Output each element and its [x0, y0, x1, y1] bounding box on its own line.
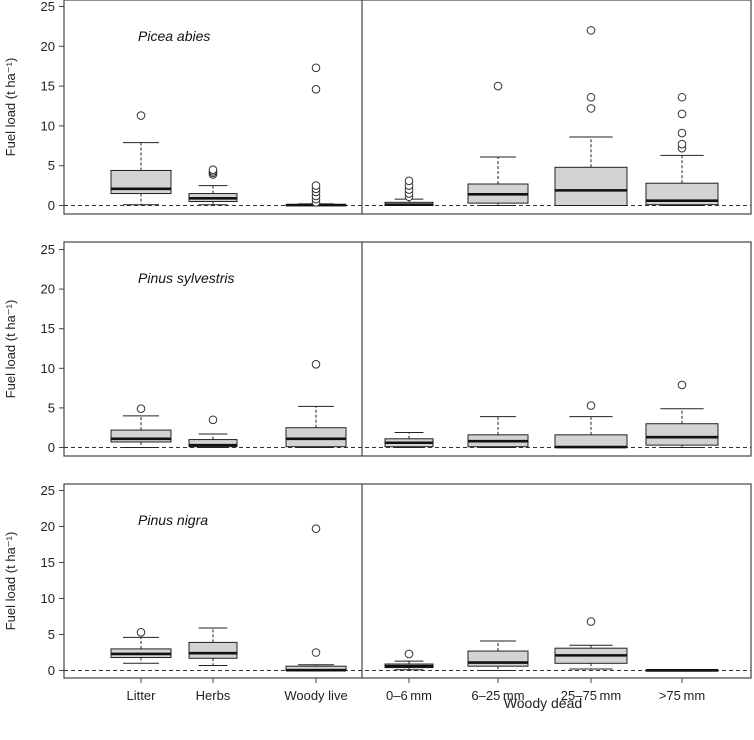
iqr-box: [188, 439, 238, 448]
box-2: [188, 415, 238, 448]
box-1: [110, 628, 172, 664]
box-5: [467, 416, 529, 448]
y-tick-label: 0: [48, 440, 55, 455]
y-tick-label: 15: [41, 321, 55, 336]
outlier-point: [493, 81, 503, 91]
outlier-point: [208, 165, 218, 174]
iqr-box: [188, 641, 238, 659]
x-tick-label: >75 mm: [659, 688, 705, 703]
box-1: [110, 111, 172, 206]
y-axis-label: Fuel load (t ha⁻¹): [3, 58, 18, 157]
box-5: [467, 81, 529, 206]
iqr-box: [554, 434, 628, 449]
y-tick-label: 5: [48, 400, 55, 415]
y-tick-label: 25: [41, 0, 55, 14]
y-tick-label: 25: [41, 242, 55, 257]
box-5: [467, 640, 529, 671]
outlier-point: [311, 181, 321, 190]
outlier-point: [136, 111, 146, 120]
x-group-label: Woody dead: [504, 695, 582, 711]
outlier-point: [136, 628, 146, 637]
panel-title: Pinus sylvestris: [138, 270, 234, 286]
iqr-box: [110, 429, 172, 443]
y-tick-label: 20: [41, 519, 55, 534]
panel-title: Picea abies: [138, 28, 210, 44]
box-6: [554, 26, 628, 207]
x-tick-label: 0–6 mm: [386, 688, 432, 703]
panel-frame: [63, 241, 752, 457]
y-tick-label: 0: [48, 663, 55, 678]
panel-title: Pinus nigra: [138, 512, 208, 528]
box-4: [384, 176, 434, 207]
outlier-point: [677, 109, 687, 119]
box-4: [384, 431, 434, 448]
box-7: [645, 669, 719, 672]
outlier-point: [136, 404, 146, 413]
outlier-point: [311, 63, 321, 73]
outlier-point: [677, 92, 687, 102]
iqr-box: [645, 182, 719, 206]
y-axis-label: Fuel load (t ha⁻¹): [3, 300, 18, 399]
outlier-point: [311, 360, 321, 369]
y-tick-label: 15: [41, 555, 55, 570]
panel-frame: [63, 483, 752, 679]
y-tick-label: 0: [48, 198, 55, 213]
outlier-point: [311, 84, 321, 94]
y-tick-label: 5: [48, 627, 55, 642]
x-tick-label: 6–25 mm: [471, 688, 524, 703]
box-4: [384, 649, 434, 671]
outlier-point: [208, 415, 218, 425]
y-axis-label: Fuel load (t ha⁻¹): [3, 532, 18, 631]
y-tick-label: 5: [48, 158, 55, 173]
x-tick-label: 25–75 mm: [561, 688, 621, 703]
iqr-box: [554, 166, 628, 207]
outlier-point: [404, 649, 414, 659]
y-tick-label: 10: [41, 118, 55, 133]
y-tick-label: 20: [41, 39, 55, 54]
x-tick-label: Herbs: [196, 688, 231, 703]
x-tick-label: Woody live: [284, 688, 347, 703]
y-tick-label: 25: [41, 483, 55, 498]
iqr-box: [467, 650, 529, 667]
box-3: [285, 524, 347, 672]
y-tick-label: 10: [41, 361, 55, 376]
outlier-point: [677, 380, 687, 390]
iqr-box: [110, 169, 172, 195]
y-tick-label: 10: [41, 591, 55, 606]
outlier-point: [586, 617, 596, 626]
box-2: [188, 627, 238, 666]
panel-1: 0 5 10 15 20 25 Fuel load (t ha⁻¹) Picea abies: [3, 0, 752, 215]
panel-frame: [63, 0, 752, 215]
iqr-box: [285, 427, 347, 448]
box-2: [188, 165, 238, 206]
outlier-point: [586, 104, 596, 113]
outlier-point: [586, 26, 596, 35]
outlier-point: [311, 524, 321, 533]
y-tick-label: 15: [41, 79, 55, 94]
box-6: [554, 617, 628, 670]
box-7: [645, 380, 719, 448]
outlier-point: [404, 176, 414, 186]
box-3: [285, 63, 347, 207]
x-tick-label: Litter: [127, 688, 157, 703]
outlier-point: [311, 648, 321, 657]
outlier-point: [677, 139, 687, 149]
iqr-box: [645, 423, 719, 446]
panel-3: 0 5 10 15 20 25 Fuel load (t ha⁻¹) Pinus nigra: [3, 483, 752, 679]
box-1: [110, 404, 172, 448]
panel-2: 0 5 10 15 20 25 Fuel load (t ha⁻¹) Pinus sylves…: [3, 241, 752, 457]
box-7: [645, 92, 719, 206]
box-3: [285, 360, 347, 448]
box-6: [554, 401, 628, 449]
outlier-point: [677, 128, 687, 138]
outlier-point: [586, 401, 596, 410]
y-tick-label: 20: [41, 282, 55, 297]
outlier-point: [586, 92, 596, 102]
